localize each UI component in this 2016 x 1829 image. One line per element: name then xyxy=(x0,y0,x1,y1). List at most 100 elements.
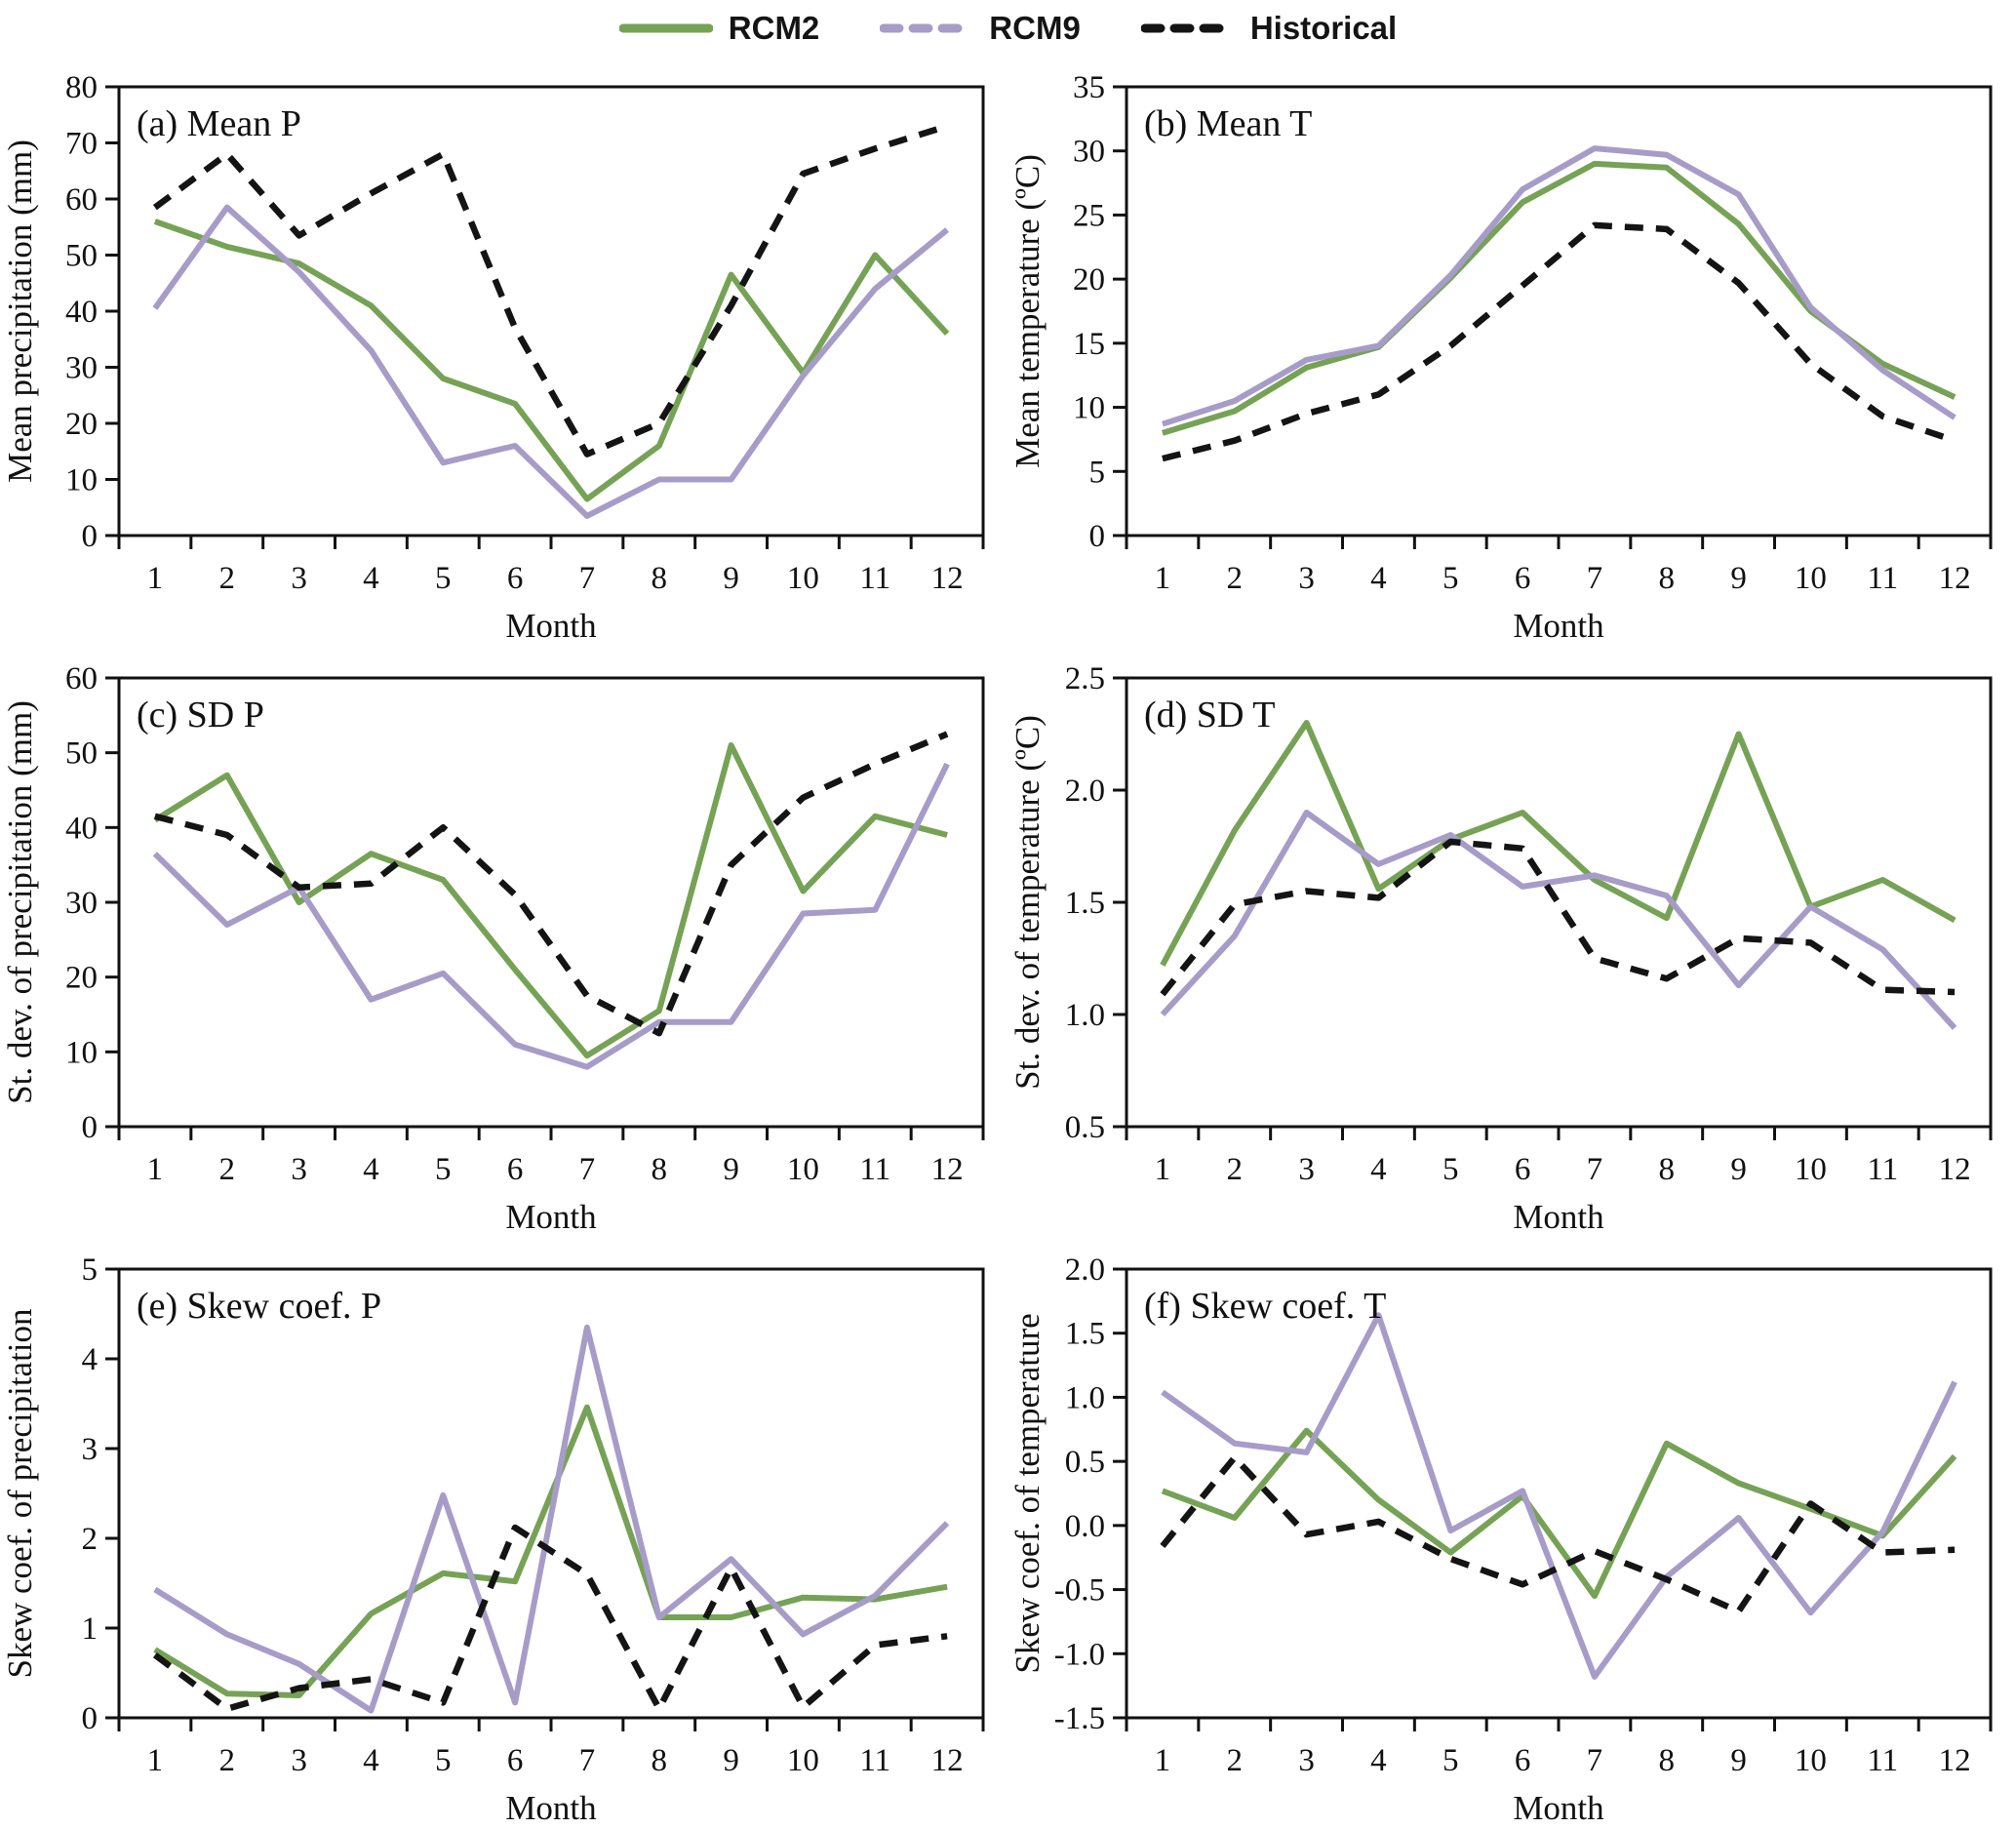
x-tick-label: 12 xyxy=(1939,561,1971,596)
y-tick-label: 1.5 xyxy=(1065,1317,1105,1352)
panel-title: (d) SD T xyxy=(1144,695,1275,736)
y-tick-label: 40 xyxy=(65,811,98,846)
legend-label-rcm9: RCM9 xyxy=(989,9,1081,46)
y-tick-label: 2.0 xyxy=(1065,774,1105,809)
x-tick-label: 2 xyxy=(1227,561,1244,596)
x-tick-label: 1 xyxy=(147,1152,164,1187)
x-tick-label: 7 xyxy=(1587,1743,1603,1778)
y-tick-label: -1.5 xyxy=(1054,1701,1105,1736)
x-tick-label: 1 xyxy=(1155,1152,1171,1187)
x-tick-label: 5 xyxy=(435,1743,452,1778)
y-tick-label: 0.5 xyxy=(1065,1445,1105,1480)
y-tick-label: 0.5 xyxy=(1065,1110,1105,1145)
series-line-rcm2 xyxy=(1161,1427,1957,1600)
y-tick-label: -1.0 xyxy=(1054,1637,1105,1672)
x-tick-label: 10 xyxy=(1795,561,1827,596)
panel-e-skew-precipitation: 0 1 2 3 4 5 1 2 3 4 5 6 7 8 9 10 11 12 (e) Skew coef. P Ske… xyxy=(0,1238,1008,1829)
series-line-historical xyxy=(1162,221,1957,462)
y-tick-label: 60 xyxy=(65,661,98,696)
series-line-rcm9 xyxy=(1160,810,1957,1030)
y-tick-label: 60 xyxy=(65,182,98,218)
x-tick-label: 11 xyxy=(859,1152,890,1187)
x-tick-label: 5 xyxy=(1443,1743,1459,1778)
x-tick-label: 5 xyxy=(1443,561,1459,596)
x-tick-label: 10 xyxy=(787,1152,819,1187)
x-tick-label: 5 xyxy=(1443,1152,1459,1187)
x-tick-label: 3 xyxy=(1298,561,1315,596)
y-tick-label: 20 xyxy=(65,407,98,442)
x-tick-label: 2 xyxy=(219,1743,236,1778)
x-tick-label: 8 xyxy=(1659,1152,1676,1187)
plot-frame xyxy=(117,1267,985,1720)
series-line-rcm2 xyxy=(1162,160,1957,436)
y-axis-label: Skew coef. of temperature xyxy=(1008,1313,1047,1673)
y-tick-label: 4 xyxy=(82,1342,99,1377)
y-tick-label: 1.0 xyxy=(1065,1380,1105,1415)
y-tick-label: 20 xyxy=(1073,262,1105,298)
y-tick-label: 50 xyxy=(65,239,98,274)
x-tick-label: 1 xyxy=(147,561,164,596)
plot-frame xyxy=(1125,676,1993,1129)
x-tick-label: 6 xyxy=(507,1152,524,1187)
x-axis-label: Month xyxy=(505,607,597,645)
series-line-rcm9 xyxy=(1161,145,1957,427)
panel-c-sd-precipitation: 0 10 20 30 40 50 60 1 2 3 4 5 6 7 8 9 10 11 12 (c) SD P St. … xyxy=(0,647,1008,1238)
y-tick-label: 15 xyxy=(1073,327,1105,362)
plot-frame xyxy=(1125,85,1993,537)
y-tick-label: 5 xyxy=(82,1252,99,1288)
y-tick-label: 30 xyxy=(1073,135,1105,170)
x-tick-label: 11 xyxy=(859,1743,890,1778)
y-tick-label: 40 xyxy=(65,295,98,330)
panel-d-sd-temperature: 0.5 1.0 1.5 2.0 2.5 1 2 3 4 5 6 7 8 9 10 11 12 (d) SD T St… xyxy=(1008,647,2016,1238)
x-tick-label: 9 xyxy=(723,1152,739,1187)
x-tick-label: 7 xyxy=(579,561,596,596)
y-tick-label: 1 xyxy=(82,1611,99,1647)
x-tick-label: 9 xyxy=(1730,1152,1747,1187)
series-line-rcm9 xyxy=(152,762,950,1070)
y-tick-label: 0 xyxy=(82,1110,99,1145)
series-line-rcm9 xyxy=(153,1324,950,1714)
y-tick-label: 35 xyxy=(1073,70,1105,105)
x-tick-label: 1 xyxy=(147,1743,164,1778)
plot-frame xyxy=(1125,1267,1993,1720)
panel-title: (b) Mean T xyxy=(1144,103,1312,144)
x-axis-label: Month xyxy=(505,1789,597,1827)
x-tick-label: 1 xyxy=(1155,1743,1171,1778)
y-axis-label: Mean precipitation (mm) xyxy=(1,139,39,483)
x-tick-label: 11 xyxy=(859,561,890,596)
x-tick-label: 12 xyxy=(1939,1152,1971,1187)
x-tick-label: 11 xyxy=(1867,561,1898,596)
y-tick-label: 1.5 xyxy=(1065,886,1105,921)
x-tick-label: 7 xyxy=(1587,1152,1603,1187)
y-tick-label: 0 xyxy=(82,519,99,554)
x-tick-label: 2 xyxy=(219,561,236,596)
y-tick-label: 5 xyxy=(1089,455,1106,490)
chart-skew-t: -1.5-1.0-0.50.00.51.01.52.01 2 3 4 5 6 7 8 9 10 11… xyxy=(1008,1252,1993,1827)
x-tick-label: 4 xyxy=(1370,1152,1387,1187)
y-tick-label: 0.0 xyxy=(1065,1509,1105,1544)
series-line-historical xyxy=(152,1524,948,1713)
x-tick-label: 11 xyxy=(1867,1152,1898,1187)
x-tick-label: 9 xyxy=(1730,561,1747,596)
x-tick-label: 11 xyxy=(1867,1743,1898,1778)
x-tick-label: 3 xyxy=(291,1152,307,1187)
y-tick-label: 20 xyxy=(65,961,98,996)
x-tick-label: 4 xyxy=(363,1152,379,1187)
x-axis-label: Month xyxy=(1513,1789,1604,1827)
x-tick-label: 3 xyxy=(291,561,307,596)
y-tick-label: 30 xyxy=(65,351,98,386)
series-line-historical xyxy=(1160,1453,1956,1615)
y-tick-label: 10 xyxy=(1073,391,1105,426)
legend-swatch-historical-dashes xyxy=(1140,23,1235,32)
x-tick-label: 10 xyxy=(1795,1743,1827,1778)
y-tick-label: -0.5 xyxy=(1054,1573,1105,1609)
panel-title: (e) Skew coef. P xyxy=(137,1286,381,1327)
y-tick-label: 25 xyxy=(1073,198,1105,233)
panel-title: (a) Mean P xyxy=(137,103,301,144)
x-tick-label: 9 xyxy=(1730,1743,1747,1778)
x-axis-label: Month xyxy=(1513,607,1604,645)
legend-swatch-rcm9-line xyxy=(880,23,974,32)
series-line-rcm2 xyxy=(153,219,950,502)
x-tick-label: 8 xyxy=(652,561,668,596)
